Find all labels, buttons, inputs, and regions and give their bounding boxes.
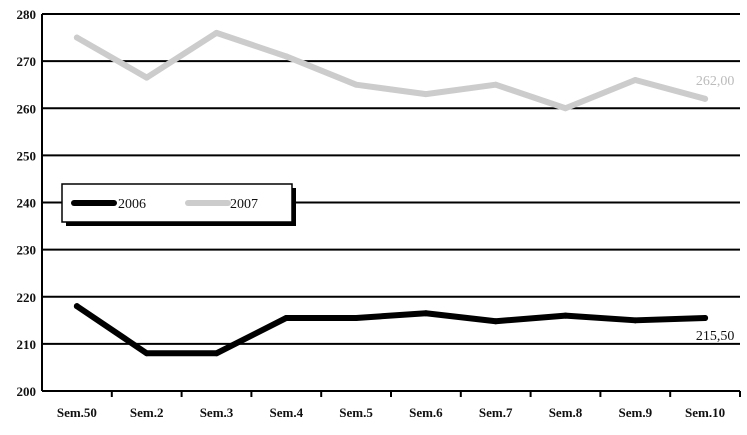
x-tick-label: Sem.10 [685,405,725,420]
legend: 2006 2007 [61,183,296,226]
data-point-2007 [283,53,290,60]
series-line-2007 [73,29,709,112]
y-tick-label: 220 [17,290,37,305]
y-tick-label: 280 [17,7,37,22]
data-point-2006 [562,312,569,319]
x-tick-label: Sem.50 [57,405,97,420]
x-tick-label: Sem.3 [200,405,234,420]
data-point-2007 [492,81,499,88]
x-tick-label: Sem.9 [619,405,653,420]
data-point-2006 [213,350,220,357]
data-point-2007 [422,91,429,98]
data-point-2007 [143,74,150,81]
y-tick-label: 260 [17,101,37,116]
data-point-2006 [283,314,290,321]
y-tick-label: 270 [17,54,37,69]
x-tick-label: Sem.5 [339,405,373,420]
x-tick-label: Sem.7 [479,405,513,420]
end-data-label-2007: 262,00 [696,74,735,89]
data-point-2007 [353,81,360,88]
x-tick-label: Sem.8 [549,405,583,420]
data-point-2006 [632,317,639,324]
x-tick-label: Sem.2 [130,405,164,420]
y-tick-label: 240 [17,196,37,211]
data-point-2006 [422,310,429,317]
y-tick-label: 230 [17,243,37,258]
data-point-2007 [702,95,709,102]
end-data-label-2006: 215,50 [696,329,735,344]
axes: 200 210 220 230 240 250 260 270 280 Sem.50 Sem.2 Se… [17,7,741,420]
gridlines [42,13,740,345]
data-point-2006 [353,314,360,321]
data-point-2007 [632,76,639,83]
series-line-2006 [73,303,709,357]
y-tick-label: 210 [17,337,37,352]
x-tick-label: Sem.4 [270,405,304,420]
legend-label-2006: 2006 [118,197,146,212]
legend-label-2007: 2007 [230,197,258,212]
data-point-2007 [213,29,220,36]
data-point-2006 [143,350,150,357]
data-point-2006 [73,303,80,310]
x-tick-label: Sem.6 [409,405,443,420]
data-point-2007 [562,105,569,112]
data-point-2006 [702,314,709,321]
series-lines: 262,00 215,50 [73,29,735,357]
data-point-2007 [73,34,80,41]
data-point-2006 [492,318,499,325]
y-tick-label: 250 [17,148,37,163]
y-tick-label: 200 [17,384,37,399]
